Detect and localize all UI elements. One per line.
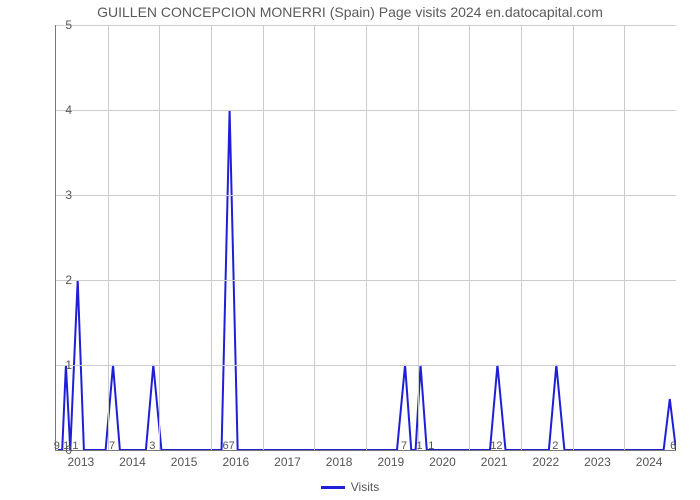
data-value-label: 1: [416, 440, 422, 452]
ytick-label: 3: [52, 188, 72, 202]
data-value-label: 3: [149, 440, 155, 452]
ytick-label: 1: [52, 358, 72, 372]
data-value-label: 67: [222, 440, 234, 452]
xtick-label: 2023: [584, 455, 611, 469]
xtick-label: 2018: [326, 455, 353, 469]
ytick-label: 2: [52, 273, 72, 287]
gridline-v: [418, 25, 419, 450]
xtick-label: 2017: [274, 455, 301, 469]
xtick-label: 2015: [171, 455, 198, 469]
xtick-label: 2016: [222, 455, 249, 469]
xtick-label: 2024: [636, 455, 663, 469]
gridline-v: [263, 25, 264, 450]
gridline-v: [159, 25, 160, 450]
chart-container: GUILLEN CONCEPCION MONERRI (Spain) Page …: [0, 0, 700, 500]
gridline-v: [211, 25, 212, 450]
xtick-label: 2020: [429, 455, 456, 469]
gridline-v: [108, 25, 109, 450]
gridline-v: [366, 25, 367, 450]
data-value-label: 1: [63, 440, 69, 452]
ytick-label: 5: [52, 18, 72, 32]
xtick-label: 2019: [377, 455, 404, 469]
data-value-label: 12: [490, 440, 502, 452]
gridline-v: [624, 25, 625, 450]
legend: Visits: [0, 480, 700, 494]
xtick-label: 2014: [119, 455, 146, 469]
data-value-label: 2: [552, 440, 558, 452]
ytick-label: 4: [52, 103, 72, 117]
data-value-label: 6: [670, 440, 676, 452]
data-value-label: 9: [54, 440, 60, 452]
legend-label: Visits: [351, 480, 379, 494]
data-value-label: 7: [109, 440, 115, 452]
gridline-v: [521, 25, 522, 450]
gridline-v: [314, 25, 315, 450]
gridline-v: [469, 25, 470, 450]
data-value-label: 7: [401, 440, 407, 452]
gridline-v: [573, 25, 574, 450]
data-value-label: 1: [72, 440, 78, 452]
chart-title: GUILLEN CONCEPCION MONERRI (Spain) Page …: [0, 4, 700, 20]
data-value-label: 1: [428, 440, 434, 452]
xtick-label: 2022: [532, 455, 559, 469]
legend-swatch: [321, 486, 345, 489]
xtick-label: 2013: [67, 455, 94, 469]
xtick-label: 2021: [481, 455, 508, 469]
plot-area: [55, 25, 676, 451]
